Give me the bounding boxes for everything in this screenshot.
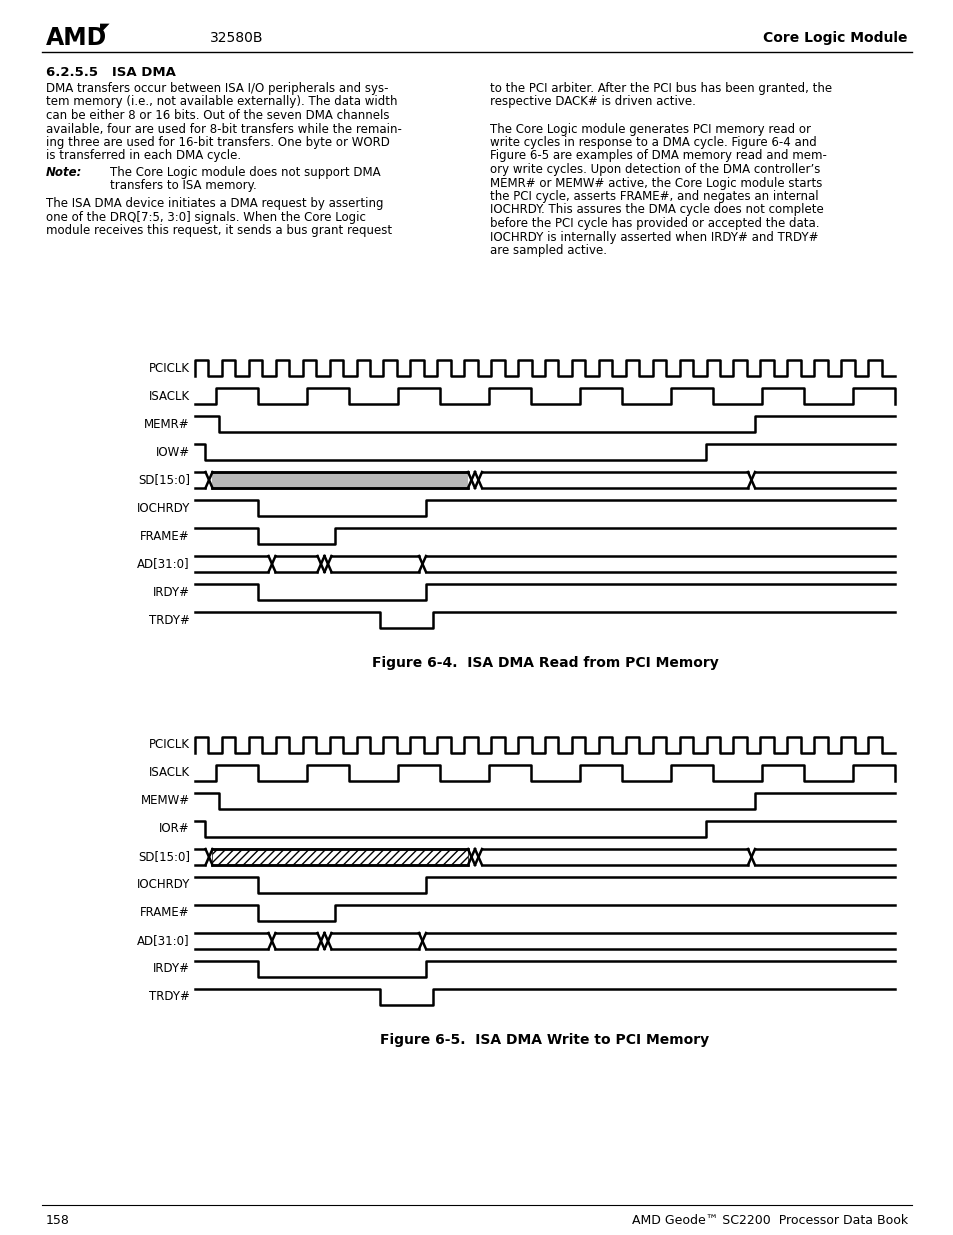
Text: AD[31:0]: AD[31:0] (137, 935, 190, 947)
Text: the PCI cycle, asserts FRAME#, and negates an internal: the PCI cycle, asserts FRAME#, and negat… (490, 190, 818, 203)
Text: FRAME#: FRAME# (140, 530, 190, 542)
Text: ory write cycles. Upon detection of the DMA controller’s: ory write cycles. Upon detection of the … (490, 163, 820, 177)
Text: ISACLK: ISACLK (149, 389, 190, 403)
Text: IRDY#: IRDY# (152, 962, 190, 976)
Text: 32580B: 32580B (210, 31, 263, 44)
Text: transfers to ISA memory.: transfers to ISA memory. (110, 179, 256, 193)
Text: one of the DRQ[7:5, 3:0] signals. When the Core Logic: one of the DRQ[7:5, 3:0] signals. When t… (46, 210, 366, 224)
Text: available, four are used for 8-bit transfers while the remain-: available, four are used for 8-bit trans… (46, 122, 401, 136)
Text: PCICLK: PCICLK (149, 739, 190, 752)
Text: before the PCI cycle has provided or accepted the data.: before the PCI cycle has provided or acc… (490, 217, 819, 230)
Text: PCICLK: PCICLK (149, 362, 190, 374)
Text: FRAME#: FRAME# (140, 906, 190, 920)
Text: TRDY#: TRDY# (149, 614, 190, 626)
Text: IOR#: IOR# (159, 823, 190, 836)
Text: DMA transfers occur between ISA I/O peripherals and sys-: DMA transfers occur between ISA I/O peri… (46, 82, 388, 95)
Text: Note:: Note: (46, 165, 82, 179)
Text: IOCHRDY: IOCHRDY (136, 501, 190, 515)
Text: MEMR# or MEMW# active, the Core Logic module starts: MEMR# or MEMW# active, the Core Logic mo… (490, 177, 821, 189)
Text: Core Logic Module: Core Logic Module (762, 31, 907, 44)
Text: SD[15:0]: SD[15:0] (138, 473, 190, 487)
Text: AMD: AMD (46, 26, 107, 49)
Text: write cycles in response to a DMA cycle. Figure 6-4 and: write cycles in response to a DMA cycle.… (490, 136, 816, 149)
Text: MEMR#: MEMR# (144, 417, 190, 431)
Polygon shape (213, 472, 468, 488)
Text: tem memory (i.e., not available externally). The data width: tem memory (i.e., not available external… (46, 95, 397, 109)
Text: IRDY#: IRDY# (152, 585, 190, 599)
Text: is transferred in each DMA cycle.: is transferred in each DMA cycle. (46, 149, 241, 163)
Text: IOCHRDY: IOCHRDY (136, 878, 190, 892)
Text: IOW#: IOW# (155, 446, 190, 458)
Text: The Core Logic module does not support DMA: The Core Logic module does not support D… (110, 165, 380, 179)
Text: 158: 158 (46, 1214, 70, 1226)
Text: IOCHRDY. This assures the DMA cycle does not complete: IOCHRDY. This assures the DMA cycle does… (490, 204, 822, 216)
Text: Figure 6-4.  ISA DMA Read from PCI Memory: Figure 6-4. ISA DMA Read from PCI Memory (372, 656, 718, 671)
Text: MEMW#: MEMW# (141, 794, 190, 808)
Text: The Core Logic module generates PCI memory read or: The Core Logic module generates PCI memo… (490, 122, 810, 136)
Text: are sampled active.: are sampled active. (490, 245, 606, 257)
Text: ing three are used for 16-bit transfers. One byte or WORD: ing three are used for 16-bit transfers.… (46, 136, 390, 149)
Text: AD[31:0]: AD[31:0] (137, 557, 190, 571)
Text: SD[15:0]: SD[15:0] (138, 851, 190, 863)
Text: ◤: ◤ (100, 21, 110, 35)
Text: respective DACK# is driven active.: respective DACK# is driven active. (490, 95, 695, 109)
Text: Figure 6-5 are examples of DMA memory read and mem-: Figure 6-5 are examples of DMA memory re… (490, 149, 826, 163)
Text: The ISA DMA device initiates a DMA request by asserting: The ISA DMA device initiates a DMA reque… (46, 198, 383, 210)
Text: TRDY#: TRDY# (149, 990, 190, 1004)
Polygon shape (213, 848, 468, 864)
Text: ISACLK: ISACLK (149, 767, 190, 779)
Text: can be either 8 or 16 bits. Out of the seven DMA channels: can be either 8 or 16 bits. Out of the s… (46, 109, 389, 122)
Text: to the PCI arbiter. After the PCI bus has been granted, the: to the PCI arbiter. After the PCI bus ha… (490, 82, 831, 95)
Text: Figure 6-5.  ISA DMA Write to PCI Memory: Figure 6-5. ISA DMA Write to PCI Memory (380, 1032, 709, 1047)
Text: AMD Geode™ SC2200  Processor Data Book: AMD Geode™ SC2200 Processor Data Book (631, 1214, 907, 1226)
Text: 6.2.5.5   ISA DMA: 6.2.5.5 ISA DMA (46, 65, 175, 79)
Text: module receives this request, it sends a bus grant request: module receives this request, it sends a… (46, 224, 392, 237)
Text: IOCHRDY is internally asserted when IRDY# and TRDY#: IOCHRDY is internally asserted when IRDY… (490, 231, 818, 243)
